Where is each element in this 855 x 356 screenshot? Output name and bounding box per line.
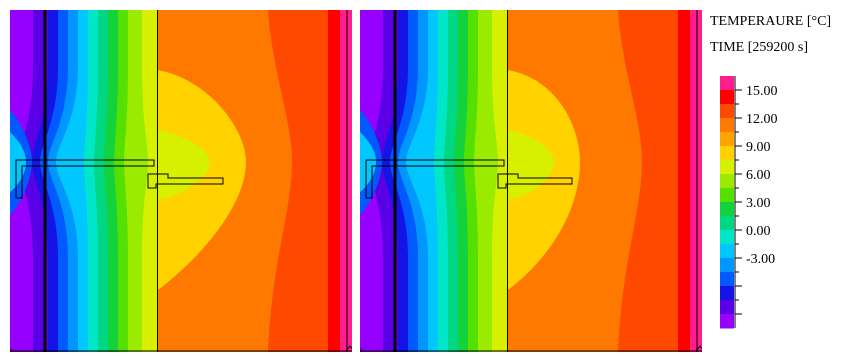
temperature-band (678, 10, 690, 352)
temperature-band (158, 70, 246, 290)
temperature-field-left: ✳ (10, 10, 352, 352)
legend-tick-label: 12.00 (746, 112, 778, 127)
corner-marker-icon: ✳ (10, 347, 14, 352)
legend-swatch (720, 286, 734, 301)
legend-tick-label: 3.00 (746, 196, 771, 211)
legend-swatch (720, 258, 734, 273)
legend-title: TEMPERAURE [°C] (710, 14, 832, 29)
color-legend: 15.00 12.00 9.00 6.00 3.00 0.00 -3.00 (720, 76, 778, 329)
legend-swatch (720, 202, 734, 217)
contour-plot-right: ✳ (360, 10, 702, 352)
legend-time: TIME [259200 s] (710, 40, 808, 55)
anchor-bracket (365, 159, 505, 199)
temperature-band (158, 130, 210, 200)
legend-swatch (720, 160, 734, 175)
corner-triangle-icon (694, 345, 702, 352)
legend-swatch (720, 216, 734, 231)
legend-swatch (720, 104, 734, 119)
temperature-band (690, 10, 702, 352)
anchor-plate (147, 173, 224, 189)
temperature-band (508, 130, 554, 200)
anchor-bracket (15, 159, 155, 199)
legend-swatch (720, 90, 734, 105)
temperature-band (328, 10, 340, 352)
legend-swatch (720, 118, 734, 133)
legend-swatch (720, 76, 734, 91)
legend-swatch (720, 272, 734, 287)
anchor-plate (497, 173, 573, 189)
legend-swatch (720, 146, 734, 161)
legend-tick-label: 0.00 (746, 224, 771, 239)
legend-swatch (720, 174, 734, 189)
legend-swatch (720, 300, 734, 315)
corner-triangle-icon (344, 345, 352, 352)
legend-tick-label: -3.00 (746, 252, 775, 267)
legend-swatch (720, 230, 734, 245)
corner-marker-icon: ✳ (360, 347, 364, 352)
contour-plot-left: ✳ (10, 10, 352, 352)
legend-swatch (720, 132, 734, 147)
legend-swatch (720, 314, 734, 329)
temperature-field-right: ✳ (360, 10, 702, 352)
legend-tick-label: 6.00 (746, 168, 771, 183)
legend-swatch (720, 244, 734, 259)
legend-swatch (720, 188, 734, 203)
legend-tick-label: 15.00 (746, 84, 778, 99)
temperature-band (340, 10, 352, 352)
legend-tick-label: 9.00 (746, 140, 771, 155)
